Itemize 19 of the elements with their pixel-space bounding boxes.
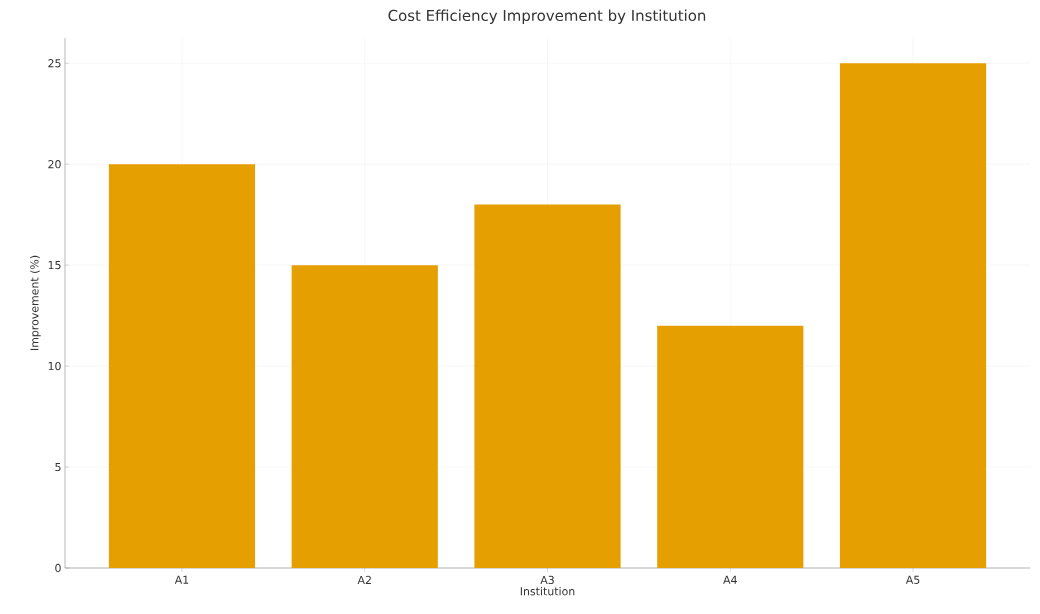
x-tick-label: A5 [905, 575, 920, 584]
bar [108, 164, 256, 568]
y-tick-label: 0 [55, 563, 61, 573]
x-tick-label: A3 [540, 575, 554, 585]
x-tick-label: A4 [723, 575, 737, 584]
bar [657, 325, 804, 568]
y-tick-label: 10 [48, 361, 61, 371]
y-tick-label: 5 [55, 462, 61, 472]
bar [291, 265, 438, 568]
x-axis-title: Institution [520, 586, 575, 596]
x-tick-label: A1 [174, 575, 189, 584]
y-tick-label: 25 [48, 59, 61, 68]
x-tick-label: A2 [357, 575, 371, 584]
bar [474, 204, 621, 568]
y-tick-label: 15 [48, 261, 61, 270]
y-tick-label: 20 [48, 160, 61, 169]
bar [839, 63, 987, 568]
y-axis-title: Improvement (%) [30, 255, 41, 350]
chart-title: Cost Efficiency Improvement by Institution [388, 9, 706, 24]
